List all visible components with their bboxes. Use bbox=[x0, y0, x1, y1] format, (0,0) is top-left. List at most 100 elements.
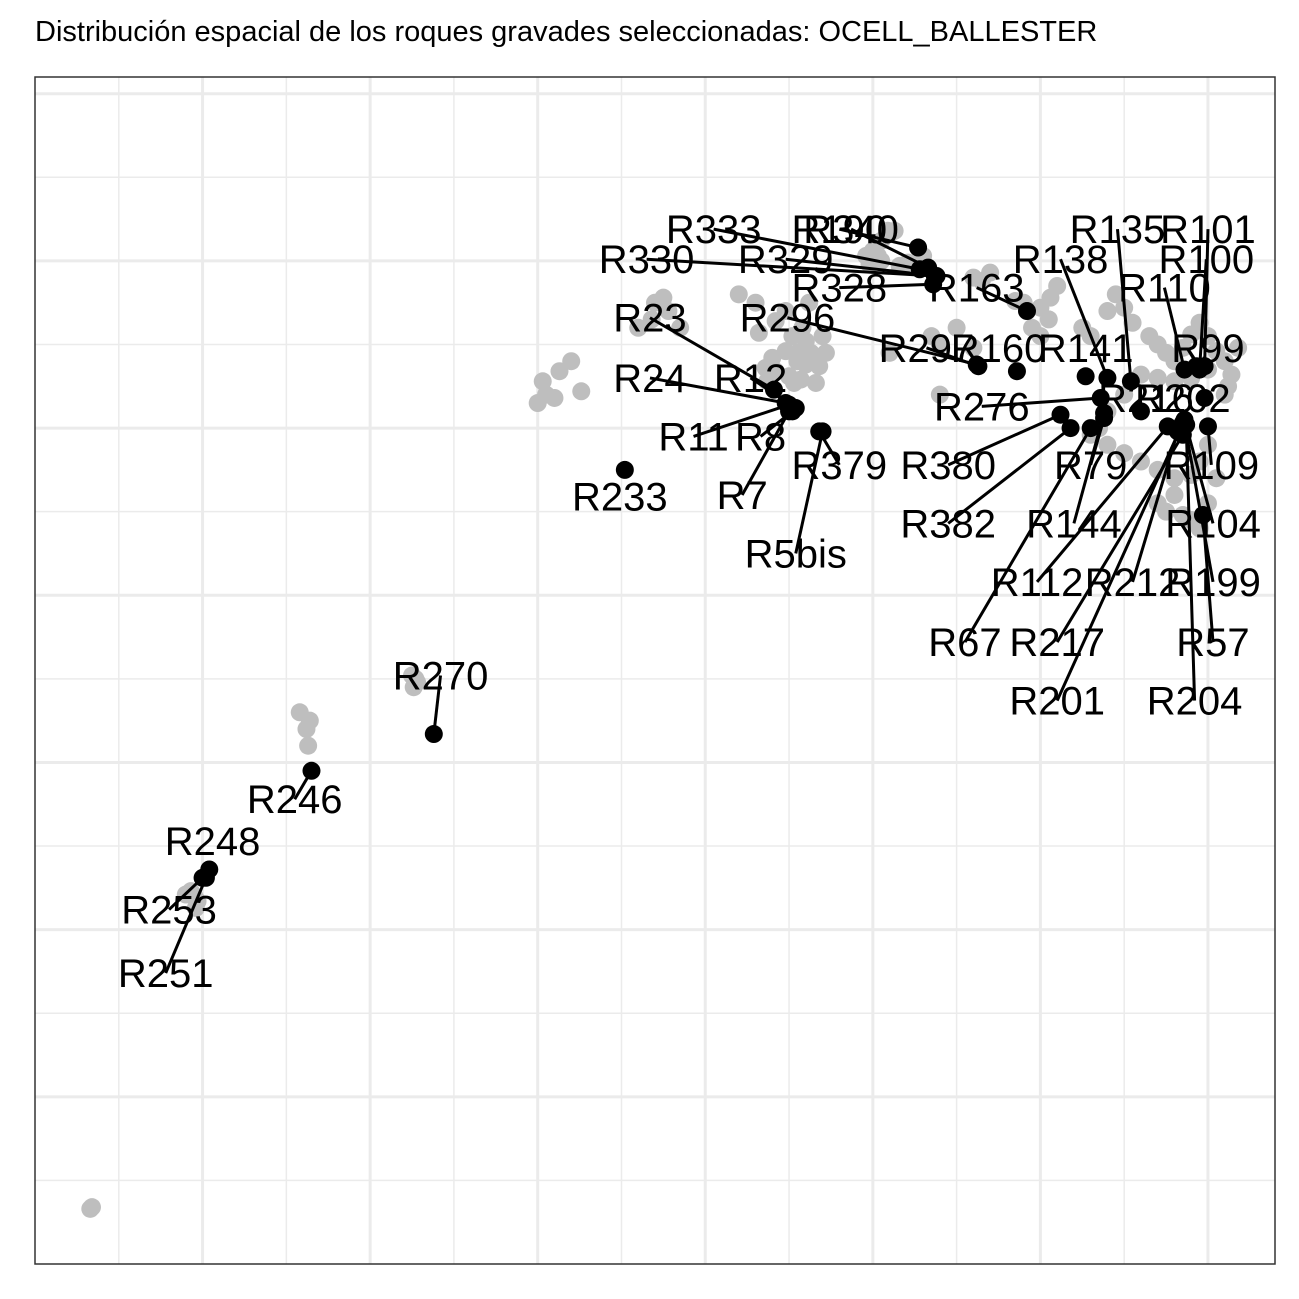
point-label: R217 bbox=[1009, 621, 1105, 665]
point-label: R67 bbox=[928, 621, 1001, 665]
leader-line bbox=[1115, 229, 1133, 382]
selected-point bbox=[302, 761, 321, 780]
point-label: R296 bbox=[740, 297, 836, 341]
leader-line bbox=[839, 282, 934, 290]
point-label: R135 bbox=[1070, 208, 1166, 252]
point-label: R251 bbox=[118, 952, 214, 996]
background-point bbox=[82, 1198, 101, 1217]
background-point bbox=[800, 293, 819, 312]
point-label: R109 bbox=[1164, 444, 1260, 488]
selected-point bbox=[813, 422, 832, 441]
background-point bbox=[1215, 352, 1234, 371]
selected-point bbox=[1198, 417, 1217, 436]
point-label: R382 bbox=[900, 502, 996, 546]
leader-line bbox=[947, 413, 1062, 467]
leader-line bbox=[1162, 287, 1186, 370]
background-point bbox=[1198, 435, 1217, 454]
background-point bbox=[659, 302, 678, 321]
leader-line bbox=[1035, 425, 1169, 583]
background-point bbox=[776, 302, 795, 321]
leader-line bbox=[963, 427, 1092, 643]
selected-point bbox=[780, 402, 799, 421]
leader-line bbox=[981, 396, 1101, 408]
leader-line bbox=[1198, 259, 1208, 370]
selected-point bbox=[1195, 388, 1214, 407]
background-point bbox=[1207, 469, 1226, 488]
background-point bbox=[806, 373, 825, 392]
point-label: R253 bbox=[121, 889, 217, 933]
background-point bbox=[1106, 285, 1125, 304]
background-point bbox=[1165, 485, 1184, 504]
point-label: R8 bbox=[735, 415, 786, 459]
background-point bbox=[550, 362, 569, 381]
background-point bbox=[1048, 276, 1067, 295]
selected-point bbox=[1193, 506, 1212, 525]
selected-point bbox=[615, 460, 634, 479]
point-label: R141 bbox=[1038, 327, 1134, 371]
leader-line bbox=[649, 376, 786, 405]
selected-point bbox=[1121, 372, 1140, 391]
point-label: R110 bbox=[1118, 267, 1211, 311]
point-label: R163 bbox=[929, 267, 1025, 311]
point-label: R204 bbox=[1147, 680, 1243, 724]
background-point bbox=[1229, 338, 1248, 357]
background-point bbox=[1165, 372, 1184, 391]
leader-line bbox=[1184, 424, 1197, 701]
background-point bbox=[403, 666, 422, 685]
background-point bbox=[629, 318, 648, 337]
point-label: R276 bbox=[934, 385, 1030, 429]
point-label: R12 bbox=[714, 357, 787, 401]
leader-line bbox=[1055, 422, 1185, 702]
background-points bbox=[81, 221, 1248, 1218]
selected-point bbox=[1076, 367, 1095, 386]
selected-points bbox=[193, 238, 1217, 887]
background-point bbox=[1115, 385, 1134, 404]
background-point bbox=[729, 285, 748, 304]
background-point bbox=[1131, 452, 1150, 471]
leader-line bbox=[1203, 229, 1210, 367]
background-point bbox=[1023, 318, 1042, 337]
point-label: R333 bbox=[666, 208, 762, 252]
point-label: R112 bbox=[991, 561, 1084, 605]
background-point bbox=[930, 385, 949, 404]
point-label: R270 bbox=[393, 655, 489, 699]
background-point bbox=[1115, 444, 1134, 463]
background-point bbox=[749, 323, 768, 342]
point-label: R212 bbox=[1085, 561, 1181, 605]
selected-point bbox=[1091, 388, 1110, 407]
background-point bbox=[1123, 313, 1142, 332]
background-point bbox=[813, 327, 832, 346]
point-label: R160 bbox=[951, 327, 1047, 371]
leader-line bbox=[713, 227, 921, 271]
point-label: R5bis bbox=[745, 532, 847, 576]
selected-point bbox=[1081, 419, 1100, 438]
plot-panel bbox=[35, 77, 1275, 1264]
point-label: R202 bbox=[1135, 377, 1231, 421]
background-point bbox=[1157, 502, 1176, 521]
leader-line bbox=[164, 877, 208, 974]
point-label: R138 bbox=[1013, 238, 1109, 282]
point-label: R201 bbox=[1009, 680, 1105, 724]
background-point bbox=[1219, 377, 1238, 396]
point-label: R144 bbox=[1026, 502, 1122, 546]
point-label: R380 bbox=[900, 444, 996, 488]
leader-line bbox=[838, 227, 919, 249]
background-point bbox=[776, 342, 795, 361]
selected-point bbox=[969, 357, 988, 376]
leader-line bbox=[976, 286, 1028, 313]
leader-line bbox=[785, 257, 937, 278]
background-point bbox=[810, 357, 829, 376]
leader-line bbox=[1183, 422, 1215, 583]
point-label: R57 bbox=[1176, 621, 1249, 665]
background-point bbox=[1039, 310, 1058, 329]
leader-line bbox=[740, 410, 791, 496]
selected-point bbox=[764, 380, 783, 399]
point-label: R246 bbox=[247, 778, 343, 822]
chart-title: Distribución espacial de los roques grav… bbox=[35, 16, 1098, 48]
background-point bbox=[1098, 435, 1117, 454]
point-label: R340 bbox=[803, 208, 899, 252]
point-label: R11 bbox=[658, 415, 728, 459]
background-point bbox=[1098, 302, 1117, 321]
grid-lines bbox=[35, 77, 1275, 1264]
background-point bbox=[1198, 327, 1217, 346]
